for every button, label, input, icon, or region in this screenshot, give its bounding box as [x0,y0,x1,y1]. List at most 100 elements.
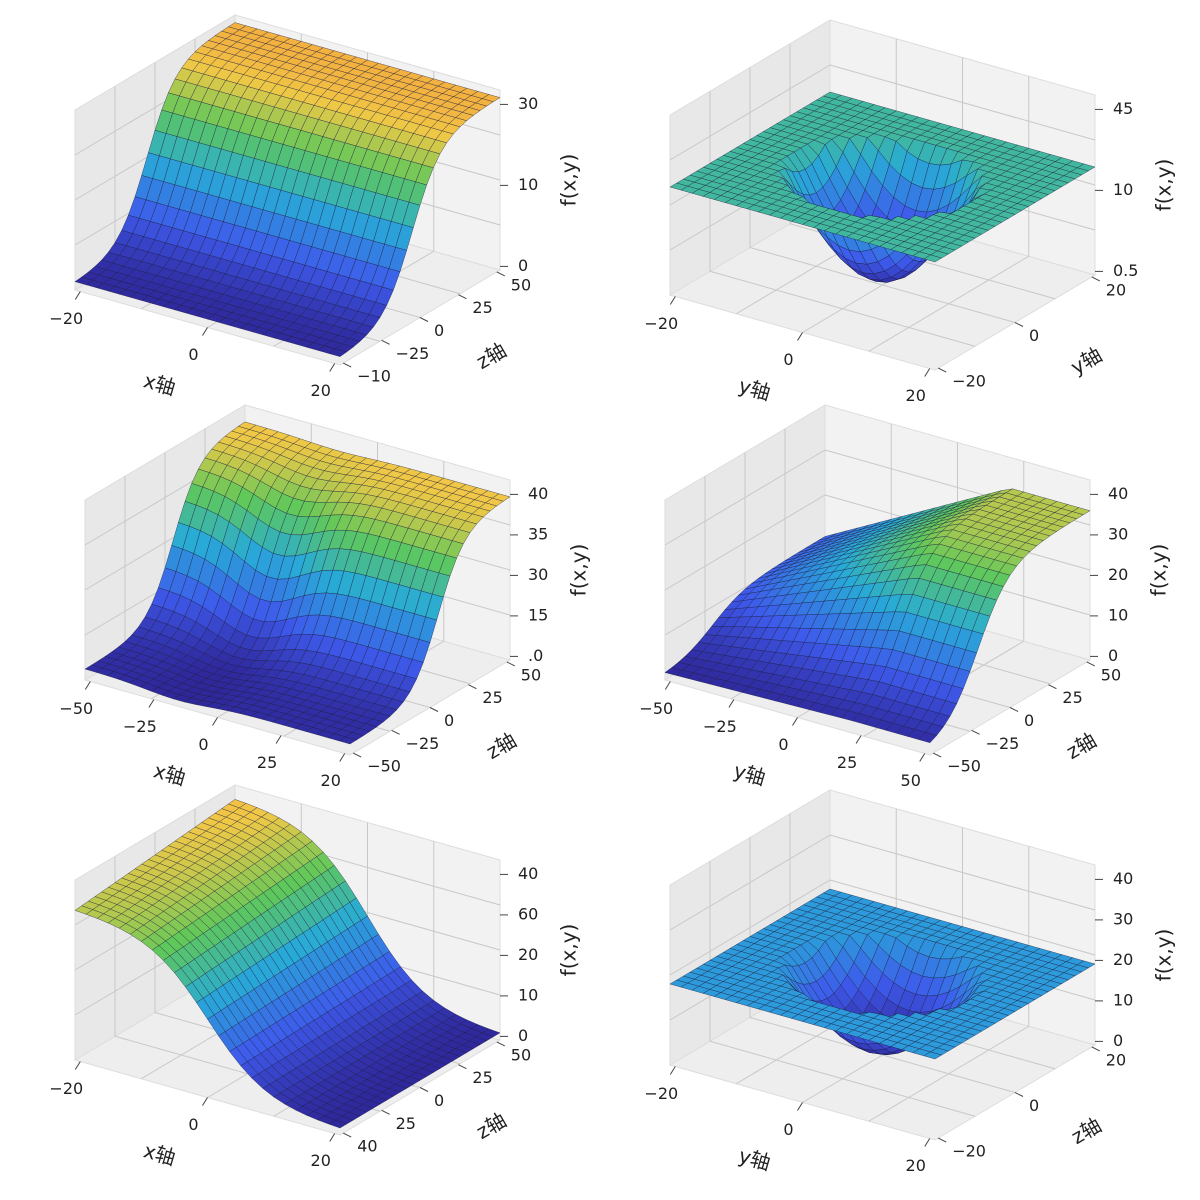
y-axis-label: z轴 [482,728,520,764]
pane-grid [749,247,1016,323]
tick-mark [391,729,400,735]
tick-mark [381,1109,390,1115]
tick-mark [352,752,362,758]
tick-label: 40 [357,1137,377,1156]
tick-label: 20 [321,771,341,790]
pane-grid [669,879,831,976]
surface-patch [918,732,938,744]
z-axis-label: f(x,y) [557,924,581,977]
tick-mark [1048,684,1057,690]
tick-mark [458,294,467,300]
surface-patch [923,254,943,263]
tick-mark [855,735,862,744]
tick-mark [971,729,980,735]
tick-label: 30 [1108,524,1128,543]
tick-mark [797,1102,803,1111]
surface-patch [923,1051,943,1060]
tick-mark [202,327,208,336]
tick-label: 0 [434,1091,444,1110]
tick-mark [342,1132,352,1138]
tick-mark [1086,661,1096,667]
tick-label: 25 [396,1114,416,1133]
tick-mark [419,1087,429,1092]
x-axis-label: x轴 [141,1138,178,1170]
tick-label: −50 [947,757,981,776]
tick-label: 10 [518,985,538,1004]
tick-label: 10 [1108,605,1128,624]
z-axis-label: f(x,y) [1147,544,1171,597]
surface-patch [328,348,348,357]
tick-mark [937,1137,947,1143]
tick-mark [1014,1092,1024,1097]
tick-label: −20 [952,372,986,391]
pane-grid [868,255,1030,352]
tick-mark [339,753,346,762]
tick-mark [1091,276,1101,282]
x-axis-label: y轴 [731,758,768,790]
pane-grid [829,879,1096,956]
tick-mark [932,752,942,758]
tick-label: −20 [49,1079,83,1098]
tick-mark [1091,1046,1101,1052]
x-axis-label: x轴 [141,368,178,400]
tick-label: −10 [357,367,391,386]
tick-label: 0 [783,1120,793,1139]
tick-label: 50 [511,275,531,294]
tick-label: 15 [528,605,548,624]
tick-mark [74,291,81,300]
tick-label: 25 [472,298,492,317]
tick-label: 0 [444,711,454,730]
tick-label: 0 [188,1115,198,1134]
surface-patch [328,1119,348,1129]
tick-mark [664,681,671,690]
tick-label: 0 [1113,1031,1123,1050]
pane-grid [829,834,1096,911]
tick-label: −50 [59,699,93,718]
tick-label: 0 [1108,646,1118,665]
tick-mark [74,1061,81,1070]
tick-mark [496,1041,506,1047]
tick-label: 10 [1113,180,1133,199]
x-axis-label: x轴 [151,758,188,790]
tick-mark [342,362,352,368]
pane-grid [868,1025,1030,1122]
tick-label: −20 [644,314,678,333]
tick-label: 25 [257,753,277,772]
tick-label: 40 [1113,869,1133,888]
tick-mark [419,317,429,322]
tick-label: 50 [901,771,921,790]
tick-label: 0.5 [1113,261,1138,280]
z-axis-label: f(x,y) [567,544,591,597]
tick-mark [728,699,735,708]
tick-label: .0 [528,646,543,665]
tick-label: 0 [434,321,444,340]
tick-mark [669,1066,676,1075]
tick-label: 0 [1029,1096,1039,1115]
tick-mark [202,1097,208,1106]
tick-label: 30 [518,94,538,113]
z-axis-label: f(x,y) [1152,159,1176,212]
tick-label: 20 [311,1151,331,1170]
tick-label: 20 [906,386,926,405]
tick-label: 20 [1113,950,1133,969]
tick-label: −50 [639,699,673,718]
tick-mark [924,368,931,377]
x-axis-label: y轴 [736,373,773,405]
tick-label: 20 [1108,565,1128,584]
pane-grid [664,449,826,546]
y-axis-label: z轴 [472,338,510,374]
tick-label: 0 [778,735,788,754]
tick-label: 40 [1108,484,1128,503]
tick-label: 0 [783,350,793,369]
tick-label: 35 [528,524,548,543]
tick-label: −50 [367,757,401,776]
tick-label: −25 [406,734,440,753]
pane-grid [749,1017,1016,1093]
tick-label: −20 [952,1142,986,1161]
tick-label: 40 [528,484,548,503]
tick-label: 25 [837,753,857,772]
pane-grid [664,494,826,591]
y-axis-label: z轴 [472,1108,510,1144]
tick-mark [506,661,516,667]
